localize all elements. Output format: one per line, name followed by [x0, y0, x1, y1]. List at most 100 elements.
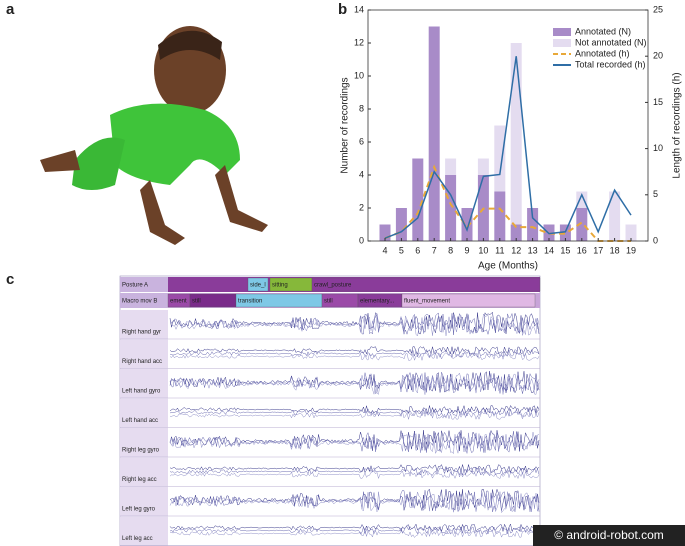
track-label: Posture A [122, 283, 148, 289]
signal-label: Left leg acc [122, 536, 153, 542]
signal-label: Right hand gyr [122, 330, 161, 336]
track-label-bg [120, 293, 168, 308]
bar [609, 191, 621, 241]
y-tick-label: 6 [359, 136, 364, 146]
segment-label: transition [238, 299, 262, 305]
segment-label: sitting [272, 283, 288, 289]
legend-label: Not annotated (N) [575, 37, 647, 47]
x-tick-label: 5 [399, 245, 404, 255]
x-tick-label: 18 [610, 245, 620, 255]
plot-frame [367, 9, 649, 242]
y2-axis-label: Length of recordings (h) [672, 72, 683, 178]
baby-photo [40, 26, 268, 245]
x-tick-label: 6 [415, 245, 420, 255]
signal-trace [169, 466, 540, 477]
bar [494, 191, 506, 241]
y2-tick-label: 10 [653, 143, 663, 153]
signal-label: Right leg gyro [122, 448, 160, 454]
y-tick-label: 14 [354, 4, 364, 14]
bar [559, 224, 571, 241]
signal-label-bg [120, 369, 168, 398]
legend-label: Annotated (h) [575, 48, 630, 58]
signal-trace [169, 407, 540, 418]
watermark-bg [533, 525, 685, 546]
watermark: © android-robot.com [554, 528, 664, 542]
segment [247, 277, 269, 292]
x-tick-label: 10 [478, 245, 488, 255]
bar [576, 191, 588, 208]
bar [576, 208, 588, 241]
bar [412, 158, 424, 241]
x-tick-label: 11 [495, 245, 504, 255]
segment-label: still [192, 299, 201, 305]
panel-label: a [6, 1, 15, 18]
bar [395, 208, 407, 241]
signal-trace [169, 528, 540, 538]
signal-label-bg [120, 339, 168, 369]
bar [477, 158, 489, 175]
track-label-bg [120, 277, 168, 292]
signal-trace [169, 431, 540, 455]
x-tick-label: 19 [626, 245, 636, 255]
x-tick-label: 15 [560, 245, 570, 255]
segment-label: still [324, 299, 333, 305]
bar [510, 43, 522, 225]
signal-trace [169, 313, 540, 337]
panel-label: c [6, 271, 14, 288]
signal-trace [169, 410, 540, 420]
segment-label: fluent_movement [404, 299, 450, 305]
bar [625, 224, 637, 241]
y2-tick-label: 0 [653, 235, 658, 245]
legend-label: Total recorded (h) [575, 59, 646, 69]
signal-label-bg [120, 310, 168, 339]
segment-label: elementary... [360, 299, 395, 305]
y2-tick-label: 15 [653, 97, 663, 107]
signal-label-bg [120, 487, 168, 516]
y-tick-label: 10 [354, 70, 364, 80]
x-tick-label: 4 [382, 245, 387, 255]
y-tick-label: 2 [359, 202, 364, 212]
signal-label: Right hand acc [122, 359, 162, 365]
bar [445, 158, 457, 175]
legend-swatch [553, 28, 571, 36]
y2-tick-label: 5 [653, 189, 658, 199]
segment-label: side_l [250, 283, 266, 289]
x-axis-label: Age (Months) [478, 261, 538, 272]
signal-label: Left leg gyro [122, 507, 156, 513]
bar [494, 125, 506, 192]
segment [401, 293, 536, 308]
x-tick-label: 14 [544, 245, 554, 255]
bar [428, 26, 440, 241]
signal-trace [169, 311, 540, 335]
signal-label-bg [120, 428, 168, 457]
signal-label-bg [120, 516, 168, 546]
track-label: Macro mov B [122, 299, 157, 305]
signal-trace [169, 464, 540, 474]
signal-trace [169, 491, 540, 514]
bar [510, 224, 522, 241]
signal-label-bg [120, 398, 168, 428]
x-tick-label: 8 [448, 245, 453, 255]
segment-label: ement [170, 299, 187, 305]
y-tick-label: 4 [359, 169, 364, 179]
signal-trace [169, 431, 540, 454]
bar [461, 208, 473, 241]
signal-trace [169, 372, 540, 395]
x-tick-label: 17 [593, 245, 603, 255]
x-tick-label: 12 [511, 245, 521, 255]
signal-trace [169, 345, 540, 355]
signal-trace [169, 523, 540, 533]
y-tick-label: 12 [354, 37, 364, 47]
line [384, 56, 632, 239]
line [384, 164, 631, 242]
legend-swatch [553, 39, 571, 47]
bar [527, 208, 539, 241]
x-tick-label: 7 [432, 245, 437, 255]
signal-trace [169, 469, 540, 480]
x-tick-label: 16 [577, 245, 587, 255]
y2-tick-label: 25 [653, 4, 663, 14]
signal-trace [169, 351, 540, 362]
signal-label: Left hand gyro [122, 389, 161, 395]
signal-label: Right leg acc [122, 477, 157, 483]
